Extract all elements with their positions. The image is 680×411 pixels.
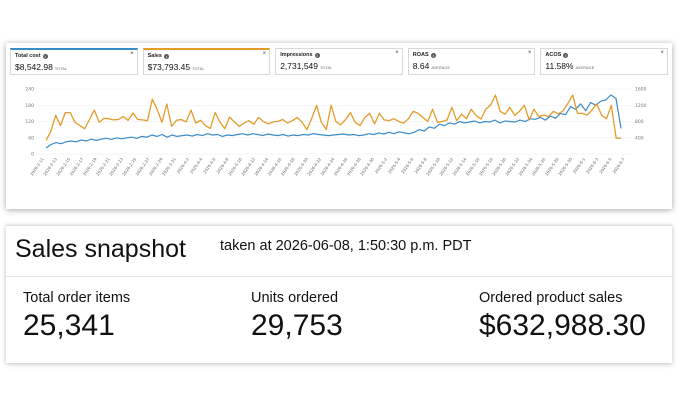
metric-suffix: AVERAGE <box>431 66 451 70</box>
right-tick-label: 1600 <box>635 87 647 93</box>
info-icon[interactable]: i <box>430 52 436 58</box>
metric-value: 2,731,549 <box>280 61 319 71</box>
info-icon[interactable]: i <box>163 53 169 59</box>
x-axis-ticks: 2026-2-112026-2-132026-2-152026-2-172026… <box>29 156 626 176</box>
close-icon[interactable]: × <box>395 50 399 56</box>
metric-label: Impressions <box>280 52 313 58</box>
metric-card-impressions[interactable]: Impressions i 2,731,549 TOTAL × <box>275 48 403 75</box>
info-icon[interactable]: i <box>314 52 320 58</box>
kpi-label: Total order items <box>23 290 131 306</box>
left-tick-label: 240 <box>25 87 34 93</box>
kpi-value: $632,988.30 <box>479 309 646 342</box>
metric-value: 8.64 <box>412 61 430 71</box>
close-icon[interactable]: × <box>262 51 267 57</box>
sales-snapshot-card: Sales snapshot taken at 2026-06-08, 1:50… <box>6 225 672 363</box>
kpi-label: Ordered product sales <box>479 290 623 306</box>
chart-gridlines <box>38 88 631 155</box>
right-tick-label: 800 <box>635 119 644 125</box>
metric-suffix: TOTAL <box>192 67 205 71</box>
left-tick-label: 0 <box>31 152 34 158</box>
close-icon[interactable]: × <box>527 50 532 56</box>
metric-card-sales[interactable]: Sales i $73,793.45 TOTAL × <box>142 48 271 75</box>
left-axis-ticks: 240 180 120 60 0 <box>25 87 34 158</box>
metric-value: $73,793.45 <box>147 62 191 72</box>
close-icon[interactable]: × <box>660 50 664 56</box>
metric-card-roas[interactable]: ROAS i 8.64 AVERAGE × <box>407 48 536 75</box>
metric-suffix: TOTAL <box>320 66 333 70</box>
metric-label: ACOS <box>545 52 562 58</box>
info-icon[interactable]: i <box>42 53 48 59</box>
kpi-total-order-items: Total order items 25,341 <box>23 290 130 343</box>
kpi-ordered-product-sales: Ordered product sales $632,988.30 <box>479 290 646 343</box>
metric-value: 11.58% <box>545 61 574 71</box>
right-tick-label: 1200 <box>635 103 647 109</box>
kpi-value: 25,341 <box>23 309 115 342</box>
metric-card-acos[interactable]: ACOS i 11.58% AVERAGE × <box>540 48 668 75</box>
left-tick-label: 120 <box>25 119 34 125</box>
left-tick-label: 180 <box>25 103 34 109</box>
metric-suffix: TOTAL <box>54 67 68 71</box>
kpi-units-ordered: Units ordered 29,753 <box>251 290 343 343</box>
metric-suffix: AVERAGE <box>575 66 595 70</box>
left-tick-label: 60 <box>28 135 34 141</box>
performance-line-chart[interactable]: 240 180 120 60 0 1600 1200 800 400 2026-2-11202… <box>6 77 672 207</box>
metric-cards: Total cost i $8,542.98 TOTAL × Sales i $7… <box>10 48 668 75</box>
series-line-total-cost[interactable] <box>45 94 622 149</box>
close-icon[interactable]: × <box>130 51 134 57</box>
metric-value: $8,542.98 <box>15 62 53 72</box>
metric-label: Sales <box>147 53 162 59</box>
kpi-label: Units ordered <box>251 290 339 306</box>
right-tick-label: 400 <box>635 135 644 141</box>
kpi-value: 29,753 <box>251 309 343 342</box>
ads-performance-panel: Total cost i $8,542.98 TOTAL × Sales i $7… <box>6 43 672 209</box>
chart-series <box>45 94 622 149</box>
snapshot-timestamp: taken at 2026-06-08, 1:50:30 p.m. PDT <box>220 238 472 254</box>
snapshot-header: Sales snapshot taken at 2026-06-08, 1:50… <box>6 226 672 277</box>
series-line-sales[interactable] <box>45 94 621 141</box>
x-tick-label: 2026-6-7 <box>611 156 626 174</box>
metric-label: ROAS <box>412 52 429 58</box>
right-axis-ticks: 1600 1200 800 400 <box>635 87 647 142</box>
snapshot-title: Sales snapshot <box>15 235 186 263</box>
info-icon[interactable]: i <box>563 52 569 58</box>
metric-label: Total cost <box>15 53 41 59</box>
metric-card-total-cost[interactable]: Total cost i $8,542.98 TOTAL × <box>10 48 138 75</box>
